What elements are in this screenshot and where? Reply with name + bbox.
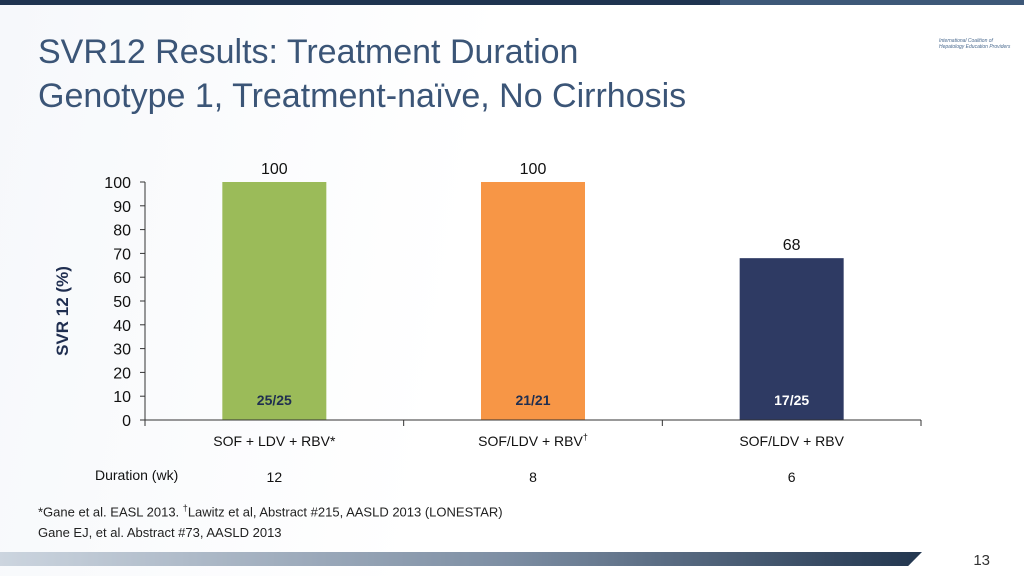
slide-title: SVR12 Results: Treatment Duration Genoty… <box>38 30 686 118</box>
bar-count-label: 17/25 <box>774 392 809 408</box>
title-line-1: SVR12 Results: Treatment Duration <box>38 33 579 71</box>
y-tick-label: 80 <box>113 223 131 240</box>
top-bar-accent <box>0 0 720 5</box>
bar-3 <box>739 258 844 420</box>
logo-line-1: International Coalition of <box>939 38 993 44</box>
y-tick-label: 60 <box>113 270 131 287</box>
footnote-1: *Gane et al. EASL 2013. †Lawitz et al, A… <box>38 503 503 519</box>
x-category-label: SOF/LDV + RBV <box>739 433 844 449</box>
y-tick-label: 0 <box>122 413 131 430</box>
duration-value: 8 <box>529 469 537 485</box>
bar-2 <box>481 182 585 420</box>
y-tick-label: 50 <box>113 294 131 311</box>
bar-value-label: 100 <box>520 161 547 178</box>
y-tick-label: 40 <box>113 318 131 335</box>
y-tick-label: 100 <box>104 175 131 192</box>
bottom-band <box>0 552 922 566</box>
footnote-1-part-a: *Gane et al. EASL 2013. <box>38 504 183 520</box>
y-axis-title: SVR 12 (%) <box>53 266 72 356</box>
bar-value-label: 68 <box>783 237 801 254</box>
y-tick-label: 20 <box>113 365 131 382</box>
y-tick-label: 70 <box>113 246 131 263</box>
footnote-2: Gane EJ, et al. Abstract #73, AASLD 2013 <box>38 525 282 540</box>
y-tick-label: 30 <box>113 342 131 359</box>
footnote-1-dagger: † <box>182 503 188 513</box>
duration-value: 6 <box>788 469 796 485</box>
x-category-label: SOF/LDV + RBV† <box>478 432 588 449</box>
bar-count-label: 21/21 <box>515 392 550 408</box>
page-number: 13 <box>973 552 990 569</box>
duration-value: 12 <box>267 469 283 485</box>
y-tick-label: 90 <box>113 199 131 216</box>
x-category-label: SOF + LDV + RBV* <box>213 433 336 449</box>
bar-value-label: 100 <box>261 161 288 178</box>
title-line-2: Genotype 1, Treatment-naïve, No Cirrhosi… <box>38 77 687 115</box>
bar-1 <box>222 182 327 420</box>
y-tick-label: 10 <box>113 389 131 406</box>
logo-line-2: Hepatology Education Providers <box>939 44 1011 50</box>
footnote-1-part-b: Lawitz et al, Abstract #215, AASLD 2013 … <box>187 504 503 520</box>
bar-count-label: 25/25 <box>257 392 292 408</box>
duration-row-label: Duration (wk) <box>95 467 178 483</box>
organization-logo: International Coalition of Hepatology Ed… <box>939 38 1019 50</box>
